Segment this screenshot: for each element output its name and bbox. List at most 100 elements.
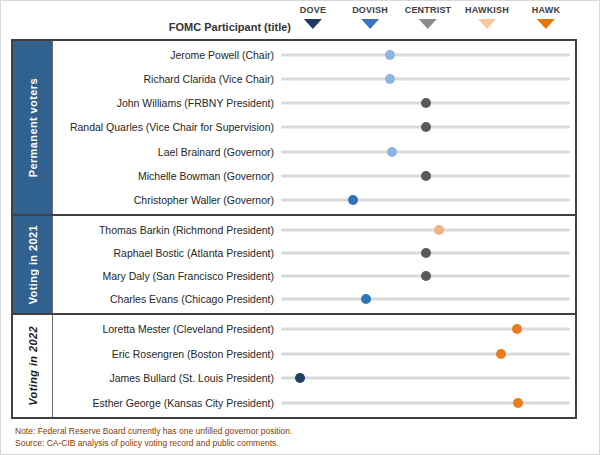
stance-track bbox=[281, 146, 570, 158]
stance-dot-icon bbox=[421, 122, 431, 132]
stance-dot-icon bbox=[385, 74, 395, 84]
participant-row: Jerome Powell (Chair) bbox=[53, 43, 575, 67]
stance-dot-icon bbox=[421, 248, 431, 258]
legend-item: DOVE bbox=[300, 5, 326, 29]
stance-track bbox=[281, 293, 570, 305]
stance-track bbox=[281, 194, 570, 206]
stance-track bbox=[281, 397, 570, 409]
stance-dot-icon bbox=[361, 294, 371, 304]
track-line bbox=[281, 401, 570, 404]
stance-track bbox=[281, 224, 570, 236]
legend-item: CENTRIST bbox=[405, 5, 452, 29]
stance-track bbox=[281, 49, 570, 61]
stance-track bbox=[281, 323, 570, 335]
stance-dot-icon bbox=[348, 195, 358, 205]
participant-row: Michelle Bowman (Governor) bbox=[53, 164, 575, 188]
group-rows: Loretta Mester (Cleveland President) Eri… bbox=[53, 315, 575, 417]
participant-name: Eric Rosengren (Boston President) bbox=[53, 348, 281, 360]
stance-track bbox=[281, 348, 570, 360]
group-label: Voting in 2022 bbox=[27, 326, 39, 406]
legend-label: HAWKISH bbox=[465, 5, 509, 15]
track-line bbox=[281, 150, 570, 153]
legend-label: HAWK bbox=[532, 5, 560, 15]
participant-name: Loretta Mester (Cleveland President) bbox=[53, 323, 281, 335]
participant-row: James Bullard (St. Louis President) bbox=[53, 366, 575, 391]
stance-track bbox=[281, 97, 570, 109]
stance-track bbox=[281, 73, 570, 85]
stance-dot-icon bbox=[496, 349, 506, 359]
group-label-cell: Voting in 2022 bbox=[13, 315, 53, 417]
stance-dot-icon bbox=[421, 171, 431, 181]
footnotes: Note: Federal Reserve Board currently ha… bbox=[15, 425, 292, 450]
participant-name: Randal Quarles (Vice Chair for Supervisi… bbox=[53, 121, 281, 133]
group-rows: Thomas Barkin (Richmond President) Rapha… bbox=[53, 216, 575, 313]
stance-dot-icon bbox=[513, 398, 523, 408]
track-line bbox=[281, 352, 570, 355]
track-line bbox=[281, 328, 570, 331]
legend-item: HAWK bbox=[532, 5, 560, 29]
participant-row: Eric Rosengren (Boston President) bbox=[53, 342, 575, 367]
chart-box: Permanent voters Jerome Powell (Chair) R… bbox=[11, 39, 577, 419]
stance-dot-icon bbox=[421, 271, 431, 281]
participant-row: Loretta Mester (Cleveland President) bbox=[53, 317, 575, 342]
fomc-hawk-dove-figure: FOMC Participant (title) DOVE DOVISH CEN… bbox=[0, 0, 600, 455]
legend-label: CENTRIST bbox=[405, 5, 452, 15]
participant-name: John Williams (FRBNY President) bbox=[53, 97, 281, 109]
stance-track bbox=[281, 372, 570, 384]
legend-label: DOVE bbox=[300, 5, 326, 15]
legend-item: DOVISH bbox=[352, 5, 388, 29]
participant-row: Lael Brainard (Governor) bbox=[53, 140, 575, 164]
stance-track bbox=[281, 121, 570, 133]
stance-dot-icon bbox=[434, 225, 444, 235]
participant-row: Mary Daly (San Francisco President) bbox=[53, 265, 575, 288]
participant-name: Charles Evans (Chicago President) bbox=[53, 293, 281, 305]
participant-row: Thomas Barkin (Richmond President) bbox=[53, 218, 575, 241]
triangle-marker-icon bbox=[304, 19, 322, 29]
stance-dot-icon bbox=[512, 324, 522, 334]
stance-track bbox=[281, 170, 570, 182]
axis-title: FOMC Participant (title) bbox=[1, 21, 291, 33]
group-label: Voting in 2021 bbox=[27, 225, 39, 304]
participant-name: Lael Brainard (Governor) bbox=[53, 146, 281, 158]
group-label-cell: Voting in 2021 bbox=[13, 216, 53, 313]
legend-item: HAWKISH bbox=[465, 5, 509, 29]
note-line: Note: Federal Reserve Board currently ha… bbox=[15, 425, 292, 437]
participant-row: Raphael Bostic (Atlanta President) bbox=[53, 241, 575, 264]
stance-dot-icon bbox=[421, 98, 431, 108]
participant-name: Raphael Bostic (Atlanta President) bbox=[53, 247, 281, 259]
participant-row: Christopher Waller (Governor) bbox=[53, 188, 575, 212]
group-rows: Jerome Powell (Chair) Richard Clarida (V… bbox=[53, 41, 575, 214]
voter-group: Voting in 2022 Loretta Mester (Cleveland… bbox=[13, 313, 575, 417]
participant-name: Richard Clarida (Vice Chair) bbox=[53, 73, 281, 85]
stance-track bbox=[281, 270, 570, 282]
participant-name: James Bullard (St. Louis President) bbox=[53, 372, 281, 384]
participant-row: Randal Quarles (Vice Chair for Supervisi… bbox=[53, 115, 575, 139]
voter-group: Permanent voters Jerome Powell (Chair) R… bbox=[13, 41, 575, 214]
track-line bbox=[281, 228, 570, 231]
group-label: Permanent voters bbox=[27, 78, 39, 177]
participant-row: Richard Clarida (Vice Chair) bbox=[53, 67, 575, 91]
source-line: Source: CA-CIB analysis of policy voting… bbox=[15, 437, 292, 449]
stance-dot-icon bbox=[295, 373, 305, 383]
stance-track bbox=[281, 247, 570, 259]
triangle-marker-icon bbox=[419, 19, 437, 29]
stance-dot-icon bbox=[385, 50, 395, 60]
stance-dot-icon bbox=[387, 147, 397, 157]
triangle-marker-icon bbox=[361, 19, 379, 29]
participant-name: Jerome Powell (Chair) bbox=[53, 49, 281, 61]
participant-name: Esther George (Kansas City President) bbox=[53, 397, 281, 409]
track-line bbox=[281, 54, 570, 57]
track-line bbox=[281, 78, 570, 81]
participant-name: Christopher Waller (Governor) bbox=[53, 194, 281, 206]
participant-row: Esther George (Kansas City President) bbox=[53, 391, 575, 416]
participant-row: Charles Evans (Chicago President) bbox=[53, 288, 575, 311]
triangle-marker-icon bbox=[478, 19, 496, 29]
participant-name: Mary Daly (San Francisco President) bbox=[53, 270, 281, 282]
participant-name: Michelle Bowman (Governor) bbox=[53, 170, 281, 182]
participant-row: John Williams (FRBNY President) bbox=[53, 91, 575, 115]
track-line bbox=[281, 298, 570, 301]
voter-group: Voting in 2021 Thomas Barkin (Richmond P… bbox=[13, 214, 575, 313]
participant-name: Thomas Barkin (Richmond President) bbox=[53, 224, 281, 236]
group-label-cell: Permanent voters bbox=[13, 41, 53, 214]
track-line bbox=[281, 377, 570, 380]
